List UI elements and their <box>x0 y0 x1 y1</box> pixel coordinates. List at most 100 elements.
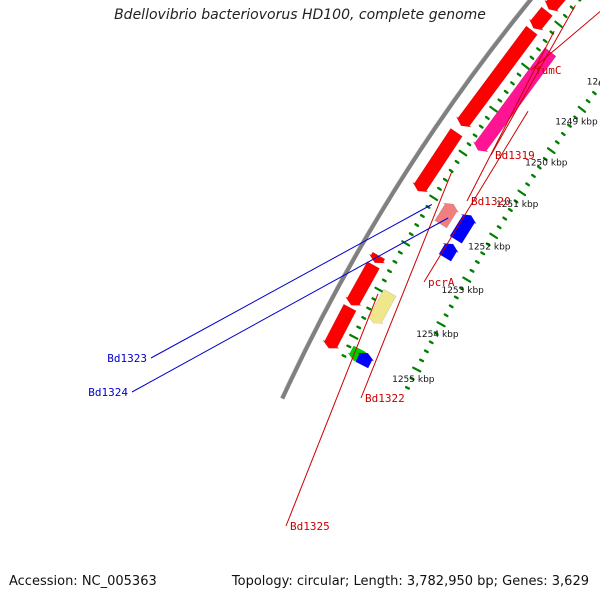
leader-line <box>150 204 433 359</box>
forward-minor-tick <box>397 250 403 255</box>
forward-minor-tick <box>497 98 503 103</box>
tick-label: 1252 kbp <box>468 243 511 253</box>
gene-bd1322 <box>412 128 463 193</box>
forward-major-tick <box>429 194 439 202</box>
gene-label: Bd1323 <box>107 352 147 365</box>
tick-label: 1249 kbp <box>555 118 598 128</box>
leader-line <box>490 4 576 156</box>
reverse-minor-tick <box>448 304 454 309</box>
reverse-minor-tick <box>525 182 530 187</box>
reverse-minor-tick <box>423 349 429 354</box>
gene-label: Bd1325 <box>290 520 330 533</box>
forward-minor-tick <box>478 124 484 129</box>
forward-minor-tick <box>542 38 548 43</box>
leader-line <box>466 30 555 202</box>
gene-label: Bd1319 <box>495 149 535 162</box>
forward-major-tick <box>458 149 468 157</box>
leader-line <box>360 171 453 399</box>
forward-minor-tick <box>419 213 425 218</box>
reverse-major-tick <box>462 276 472 283</box>
gene-bd1319 <box>544 0 566 12</box>
forward-minor-tick <box>516 72 522 77</box>
forward-major-tick <box>521 62 530 70</box>
forward-minor-tick <box>361 316 367 320</box>
forward-minor-tick <box>503 89 509 95</box>
forward-minor-tick <box>392 259 398 264</box>
reverse-major-tick <box>412 366 422 373</box>
map-title: Bdellovibrio bacteriovorus HD100, comple… <box>114 7 486 23</box>
leader-line <box>131 217 449 393</box>
forward-minor-tick <box>346 344 352 349</box>
gene-feature <box>322 303 357 349</box>
forward-minor-tick <box>454 159 460 165</box>
reverse-minor-tick <box>592 90 597 96</box>
accession-label: Accession: NC_005363 <box>9 574 157 589</box>
reverse-minor-tick <box>560 131 566 137</box>
reverse-minor-tick <box>459 286 464 291</box>
reverse-minor-tick <box>469 268 475 273</box>
tick-label: 1255 kbp <box>392 375 435 385</box>
gene-bd1320 <box>529 6 553 31</box>
reverse-minor-tick <box>531 173 536 178</box>
reverse-major-tick <box>489 232 499 240</box>
reverse-major-tick <box>517 189 527 197</box>
gene-bd1324 <box>449 214 477 244</box>
reverse-minor-tick <box>573 115 578 120</box>
reverse-minor-tick <box>567 123 572 128</box>
tick-label: 1248 kbp <box>587 78 600 88</box>
forward-major-tick <box>401 240 411 247</box>
genome-backbone <box>280 0 534 400</box>
forward-minor-tick <box>448 168 454 173</box>
forward-minor-tick <box>510 81 515 86</box>
reverse-minor-tick <box>496 225 502 230</box>
reverse-minor-tick <box>474 260 480 264</box>
gene-label: Bd1322 <box>365 392 405 405</box>
gene-label: Bd1324 <box>88 386 128 399</box>
gene-pcra <box>472 47 557 153</box>
reverse-minor-tick <box>513 199 519 204</box>
reverse-minor-tick <box>536 165 542 170</box>
reverse-minor-tick <box>485 242 491 247</box>
forward-minor-tick <box>472 133 478 138</box>
tick-label: 1250 kbp <box>525 158 568 168</box>
reverse-major-tick <box>436 321 446 328</box>
reverse-minor-tick <box>453 295 459 300</box>
tick-label: 1253 kbp <box>441 286 484 296</box>
gene-label: fumC <box>535 64 562 77</box>
reverse-major-tick <box>577 105 587 113</box>
leader-line <box>285 293 379 527</box>
reverse-minor-tick <box>502 216 508 221</box>
reverse-minor-tick <box>409 376 415 381</box>
gene-feature <box>438 243 459 262</box>
forward-minor-tick <box>529 55 535 60</box>
gene-label: Bd1320 <box>471 195 511 208</box>
forward-minor-tick <box>414 223 420 228</box>
gene-bd1323 <box>434 202 459 229</box>
reverse-minor-tick <box>404 386 410 390</box>
forward-major-tick <box>349 333 359 340</box>
forward-minor-tick <box>381 278 387 283</box>
tick-label: 1251 kbp <box>496 200 539 210</box>
forward-major-tick <box>489 105 498 113</box>
reverse-minor-tick <box>542 156 548 162</box>
gene-label: pcrA <box>428 276 455 289</box>
leader-line <box>423 110 529 283</box>
reverse-minor-tick <box>433 331 439 336</box>
forward-minor-tick <box>437 186 442 191</box>
gene-bd1325 <box>345 261 380 306</box>
reverse-minor-tick <box>419 358 425 363</box>
reverse-minor-tick <box>554 140 560 145</box>
reverse-minor-tick <box>428 340 434 345</box>
tick-label: 1254 kbp <box>416 330 459 340</box>
forward-minor-tick <box>466 142 472 147</box>
forward-minor-tick <box>341 354 347 358</box>
forward-minor-tick <box>442 177 448 182</box>
reverse-minor-tick <box>443 313 449 318</box>
forward-minor-tick <box>562 13 568 19</box>
forward-major-tick <box>554 20 563 28</box>
forward-minor-tick <box>356 325 362 330</box>
forward-minor-tick <box>371 297 377 301</box>
forward-minor-tick <box>408 232 414 237</box>
